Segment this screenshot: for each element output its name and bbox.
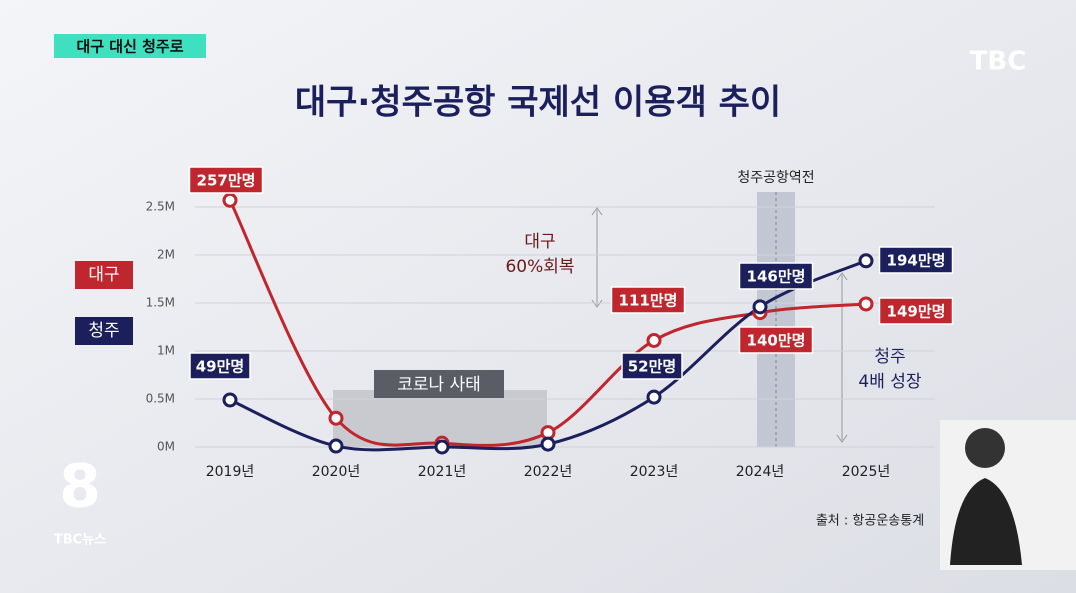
- value-label: 52만명: [628, 358, 676, 376]
- annotation: 청주: [874, 347, 905, 367]
- arrow-head: [591, 207, 603, 308]
- point: [646, 389, 662, 405]
- value-label: 140만명: [747, 332, 806, 350]
- badge: 대구 대신 청주로: [76, 38, 183, 56]
- chart-title: 대구·청주공항 국제선 이용객 추이: [295, 83, 781, 123]
- covid-label-box: [374, 370, 504, 398]
- interpreter: [940, 420, 1076, 570]
- legend-swatch: [75, 317, 133, 345]
- value-label-box: [189, 352, 251, 380]
- point: [222, 192, 238, 208]
- value-label: 149만명: [887, 303, 946, 321]
- x-tick-label: 2019년: [206, 464, 255, 480]
- x-tick-label: 2024년: [736, 464, 785, 480]
- annotation: 대구: [524, 232, 555, 252]
- value-label-box: [610, 286, 686, 314]
- value-label-box: [878, 246, 954, 274]
- legend-label: 대구: [88, 265, 119, 285]
- arrow-head: [836, 272, 848, 443]
- value-label: 111만명: [619, 292, 678, 310]
- point: [858, 296, 874, 312]
- point: [646, 332, 662, 348]
- point: [222, 392, 238, 408]
- value-label: 257만명: [197, 172, 256, 190]
- point: [540, 436, 556, 452]
- point: [752, 299, 768, 315]
- value-label: 194만명: [887, 252, 946, 270]
- logo: TBC: [970, 47, 1027, 77]
- annotation: 4배 성장: [858, 372, 921, 392]
- source: 출처 : 항공운송통계: [816, 514, 924, 529]
- legend-label: 청주: [88, 321, 119, 341]
- value-label-box: [738, 326, 814, 354]
- point: [434, 439, 450, 455]
- point: [328, 438, 344, 454]
- value-label-box: [738, 262, 814, 290]
- x-tick-label: 2022년: [524, 464, 573, 480]
- value-label: 146만명: [747, 268, 806, 286]
- y-tick-label: 1M: [157, 344, 175, 358]
- x-tick-label: 2021년: [418, 464, 467, 480]
- point: [858, 253, 874, 269]
- y-tick-label: 2.5M: [146, 200, 175, 214]
- y-tick-label: 2M: [157, 248, 175, 262]
- x-tick-label: 2023년: [630, 464, 679, 480]
- y-tick-label: 1.5M: [146, 296, 175, 310]
- annotation: 청주공항역전: [737, 170, 814, 186]
- value-label-box: [188, 166, 264, 194]
- value-label-box: [878, 297, 954, 325]
- value-label: 49만명: [196, 358, 244, 376]
- channel-logo: 8: [59, 452, 101, 522]
- badge-box: [54, 34, 206, 58]
- x-tick-label: 2020년: [312, 464, 361, 480]
- y-tick-label: 0.5M: [146, 392, 175, 406]
- annotation: 코로나 사태: [397, 375, 481, 395]
- legend-swatch: [75, 261, 133, 289]
- annotation: 60%회복: [505, 257, 574, 277]
- y-tick-label: 0M: [157, 440, 175, 454]
- footer: TBC뉴스: [54, 533, 106, 548]
- value-label-box: [621, 352, 683, 380]
- point: [328, 410, 344, 426]
- x-tick-label: 2025년: [842, 464, 891, 480]
